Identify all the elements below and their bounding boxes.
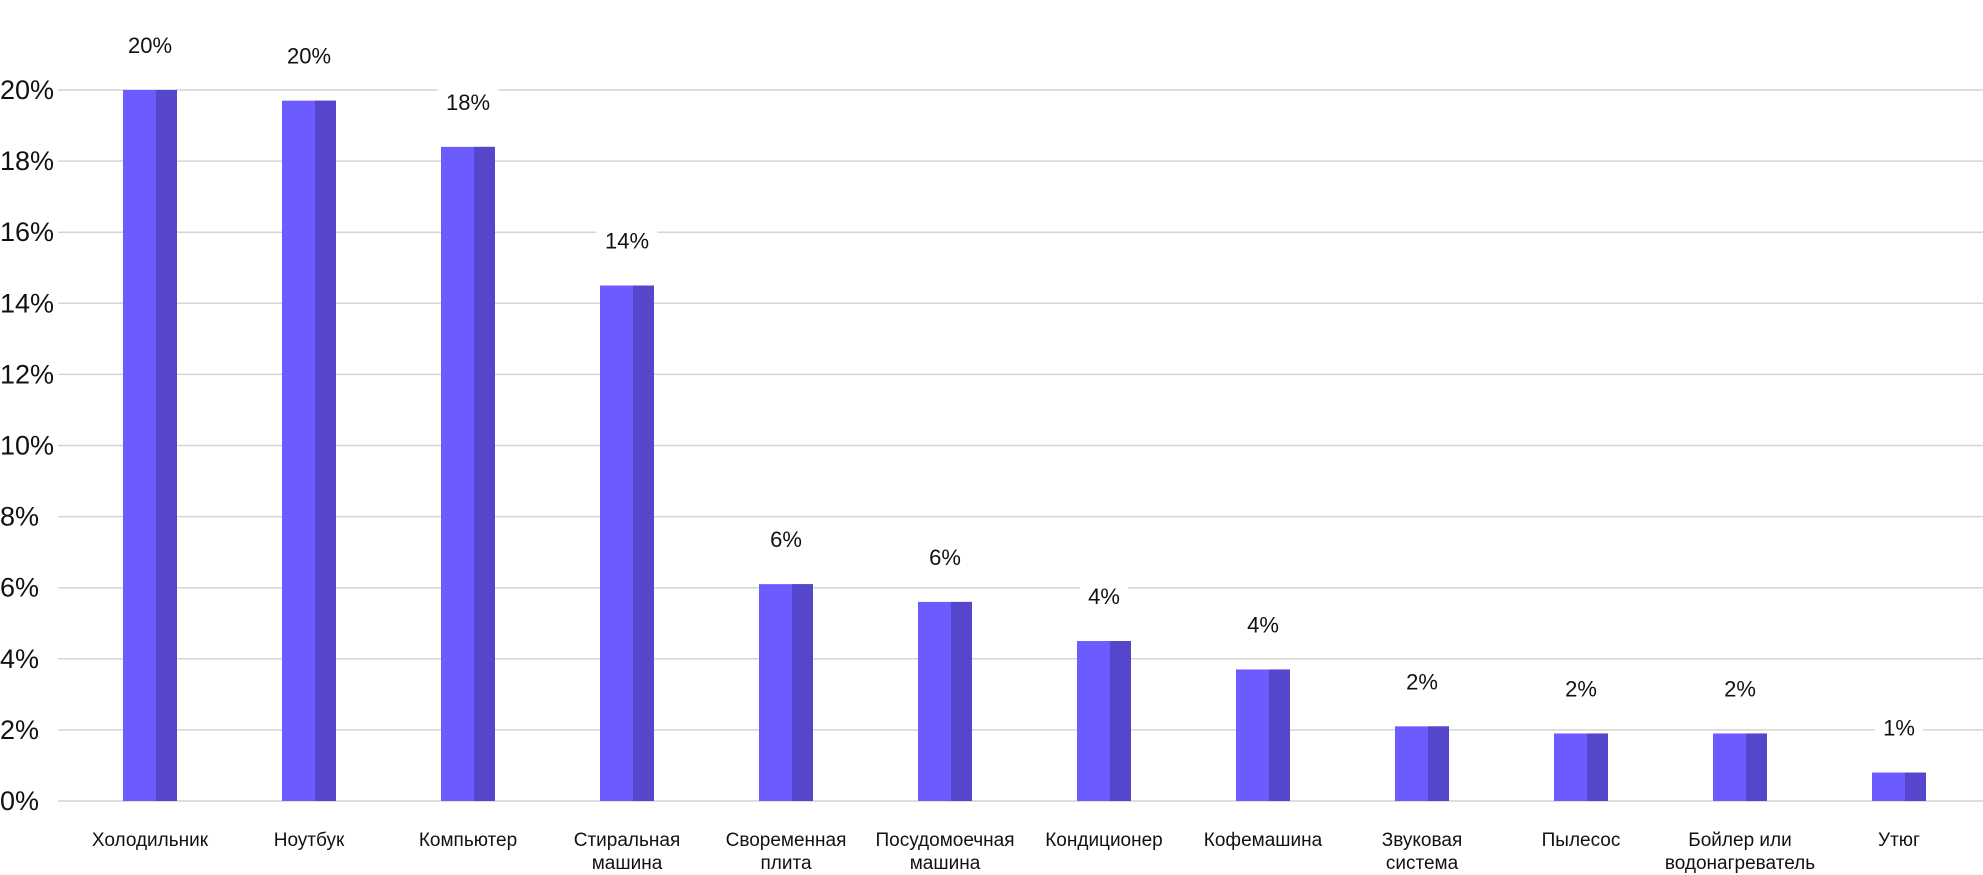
data-label-backdrop [437,88,499,117]
data-label: 6% [770,527,802,552]
category-label: Стиральная [574,830,681,851]
data-label: 6% [929,545,961,570]
data-label: 2% [1406,669,1438,694]
y-tick-label: 2% [0,715,39,745]
category-label: Компьютер [419,830,517,851]
y-tick-label: 8% [0,502,39,532]
category-label: машина [592,853,663,874]
data-label-backdrop [1398,668,1446,697]
category-label: Ноутбук [274,830,345,851]
bar-side [792,584,813,801]
data-label: 18% [446,90,490,115]
bar [1077,641,1131,801]
data-label-backdrop [921,543,969,572]
category-label: Своременная [726,830,847,851]
bar [1395,726,1449,801]
bars [123,90,1926,802]
data-label-backdrop [1239,611,1287,640]
category-label: Кондиционер [1045,830,1163,851]
y-tick-label: 14% [0,288,54,318]
data-label-backdrop [596,227,658,256]
category-label: плита [760,853,811,874]
y-tick-label: 16% [0,217,54,247]
data-label-backdrop [278,42,340,71]
y-tick-label: 0% [0,786,39,816]
y-tick-label: 4% [0,644,39,674]
data-label: 4% [1088,584,1120,609]
category-labels: Холодильник Ноутбук Компьютер Стиральнаямаш… [92,830,1920,874]
bar [1236,669,1290,801]
bar-side [1905,772,1926,801]
data-label-backdrop [1716,675,1764,704]
data-label: 20% [287,44,331,69]
y-axis-tick-labels: 0% 2% 4% 6% 8% 10% 12% 14% 16% 18% 20% [0,75,54,816]
bar [600,285,654,801]
data-label-backdrop [762,526,810,555]
bar-side [1269,669,1290,801]
category-label: Бойлер или [1688,830,1791,851]
category-label: Звуковая [1382,830,1462,851]
bar [759,584,813,801]
y-tick-label: 18% [0,146,54,176]
data-label-backdrop [1080,583,1128,612]
data-label: 1% [1883,716,1915,741]
bar [918,601,972,801]
category-label: Пылесос [1542,830,1621,851]
data-label: 2% [1724,676,1756,701]
category-label: Кофемашина [1204,830,1323,851]
category-label: система [1386,853,1459,874]
bar-side [474,146,495,801]
data-labels: 20% 20% 18% 14% 6% 6% 4% 4% 2% 2% 2% 1% [119,32,1923,743]
y-tick-label: 6% [0,573,39,603]
data-label: 2% [1565,676,1597,701]
bar [282,100,336,802]
data-label-backdrop [1557,675,1605,704]
bar-side [1746,733,1767,801]
bar-side [1110,641,1131,801]
data-label: 20% [128,33,172,58]
bar-side [1428,726,1449,801]
y-tick-label: 12% [0,359,54,389]
bar [1872,772,1926,801]
bar [123,90,177,801]
bar-side [951,601,972,801]
category-label: водонагреватель [1665,853,1815,874]
bar [1554,733,1608,801]
category-label: Холодильник [92,830,209,851]
category-label: Посудомоечная [875,830,1014,851]
category-label: Утюг [1878,830,1920,851]
bar-side [633,285,654,801]
y-tick-label: 20% [0,75,54,105]
gridlines [58,89,1983,802]
bar [441,146,495,801]
category-label: машина [910,853,981,874]
bar [1713,733,1767,801]
data-label-backdrop [119,32,181,60]
data-label: 14% [605,229,649,254]
y-tick-label: 10% [0,431,54,461]
bar-side [1587,733,1608,801]
data-label-backdrop [1875,714,1923,743]
bar-side [156,90,177,801]
data-label: 4% [1247,612,1279,637]
bar-side [315,100,336,802]
